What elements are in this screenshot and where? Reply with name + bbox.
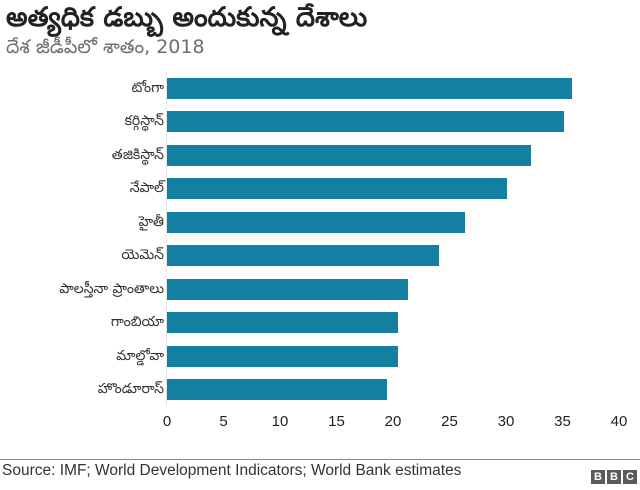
bar	[167, 78, 572, 99]
bar-row: హొండూరాస్	[0, 379, 640, 401]
bar	[167, 178, 508, 200]
bar-row: పాలస్తీనా ప్రాంతాలు	[0, 278, 640, 300]
bar-row: తజికిస్థాన్	[0, 144, 640, 166]
category-label: యెమెన్	[121, 247, 164, 264]
bar-row: హైతీ	[0, 211, 640, 233]
bbc-logo-letter: B	[591, 470, 605, 484]
bar-row: టోంగా	[0, 78, 640, 99]
bar	[167, 312, 398, 334]
category-label: పాలస్తీనా ప్రాంతాలు	[59, 280, 164, 297]
category-label: గాంబియా	[110, 314, 164, 331]
category-label: మాల్డోవా	[116, 347, 164, 364]
x-tick-label: 35	[554, 413, 571, 430]
x-tick-label: 0	[162, 413, 172, 430]
category-label: హైతీ	[138, 213, 164, 230]
bar	[167, 111, 564, 133]
chart-title: అత్యధిక డబ్బు అందుకున్న దేశాలు	[6, 2, 368, 33]
bbc-logo-letter: B	[607, 470, 621, 484]
x-tick-label: 40	[610, 413, 628, 430]
category-label: కర్గిస్థాన్	[124, 113, 164, 130]
bbc-logo-letter: C	[623, 470, 637, 484]
bar-row: గాంబియా	[0, 312, 640, 334]
x-tick-label: 10	[271, 413, 289, 430]
y-axis-line	[166, 72, 167, 406]
x-tick-label: 5	[219, 413, 228, 430]
x-tick-label: 30	[497, 413, 515, 430]
footer-divider	[0, 459, 640, 460]
bar	[167, 211, 466, 233]
bar	[167, 278, 408, 300]
bar-row: మాల్డోవా	[0, 345, 640, 367]
bar-row: నేపాల్	[0, 178, 640, 200]
category-label: తజికిస్థాన్	[111, 146, 164, 163]
bar	[167, 245, 440, 267]
bar	[167, 345, 398, 367]
bbc-logo: B B C	[591, 470, 637, 484]
category-label: టోంగా	[131, 80, 164, 96]
bar-row: యెమెన్	[0, 245, 640, 267]
x-tick-label: 15	[328, 413, 345, 430]
bar	[167, 379, 388, 401]
bar	[167, 144, 531, 166]
category-label: హొండూరాస్	[97, 381, 164, 398]
plot-area: టోంగా కర్గిస్థాన్ తజికిస్థాన్ నేపాల్ హైతీ యెమ…	[0, 72, 640, 430]
category-label: నేపాల్	[129, 180, 164, 197]
source-note: Source: IMF; World Development Indicator…	[2, 462, 462, 479]
x-tick-label: 20	[384, 413, 402, 430]
bar-row: కర్గిస్థాన్	[0, 111, 640, 133]
x-tick-label: 25	[441, 413, 458, 430]
chart-subtitle: దేశ జీడీపీలో శాతం, 2018	[6, 36, 205, 58]
